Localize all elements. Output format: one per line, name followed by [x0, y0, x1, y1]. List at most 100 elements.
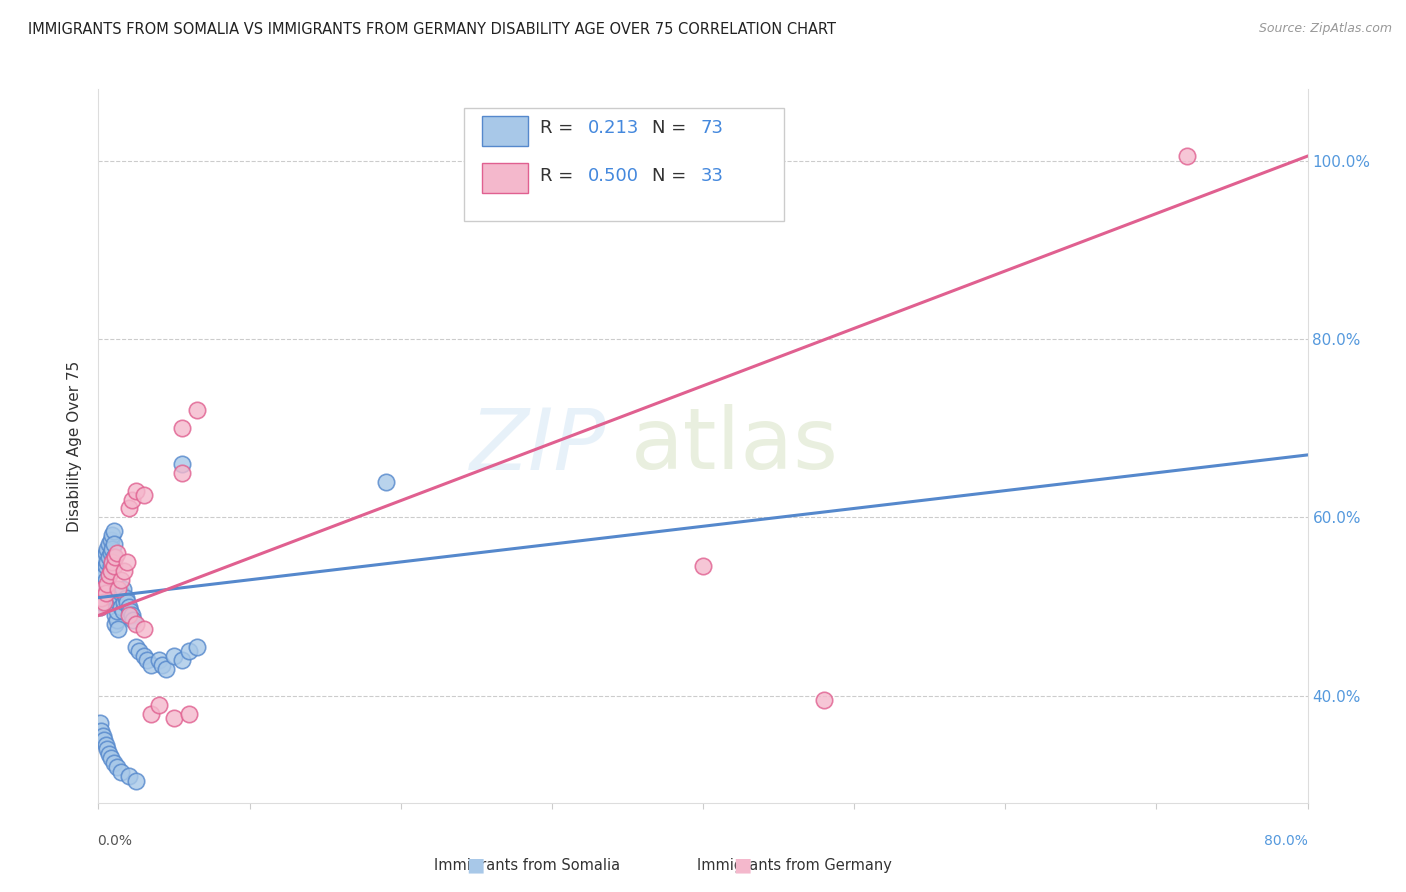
- Point: [91, 729, 114, 743]
- Point: [813, 693, 835, 707]
- Point: [89, 591, 111, 605]
- Text: ■: ■: [465, 855, 485, 875]
- Point: [98, 537, 121, 551]
- Point: [98, 747, 121, 761]
- Point: [94, 738, 117, 752]
- Point: [96, 541, 118, 556]
- Point: [692, 559, 714, 574]
- Point: [90, 724, 112, 739]
- Point: [101, 541, 124, 556]
- Point: [163, 711, 186, 725]
- Point: [105, 604, 128, 618]
- Point: [89, 599, 111, 614]
- Point: [118, 599, 141, 614]
- Point: [90, 573, 112, 587]
- Text: ■: ■: [733, 855, 752, 875]
- Point: [115, 595, 138, 609]
- Point: [104, 550, 127, 565]
- Point: [179, 706, 201, 721]
- Point: [96, 555, 118, 569]
- Text: 73: 73: [700, 120, 724, 137]
- Point: [374, 475, 396, 489]
- Point: [94, 546, 117, 560]
- Y-axis label: Disability Age Over 75: Disability Age Over 75: [67, 360, 83, 532]
- Point: [110, 573, 132, 587]
- Point: [91, 591, 114, 605]
- Point: [170, 421, 193, 435]
- Point: [100, 751, 122, 765]
- Point: [100, 533, 122, 547]
- Point: [125, 617, 148, 632]
- Point: [112, 595, 135, 609]
- Point: [132, 488, 155, 502]
- Point: [104, 608, 127, 623]
- Point: [90, 591, 112, 605]
- Text: 0.500: 0.500: [588, 167, 640, 185]
- Point: [115, 555, 138, 569]
- Point: [89, 582, 111, 596]
- Point: [170, 653, 193, 667]
- Point: [101, 555, 124, 569]
- Point: [155, 662, 177, 676]
- Point: [94, 559, 117, 574]
- Point: [90, 586, 112, 600]
- FancyBboxPatch shape: [482, 162, 527, 193]
- Point: [103, 524, 125, 538]
- Point: [105, 613, 128, 627]
- Point: [98, 568, 121, 582]
- Point: [93, 550, 115, 565]
- Point: [179, 644, 201, 658]
- Text: Source: ZipAtlas.com: Source: ZipAtlas.com: [1258, 22, 1392, 36]
- Point: [125, 773, 148, 788]
- Text: atlas: atlas: [630, 404, 838, 488]
- Point: [103, 559, 125, 574]
- Point: [100, 546, 122, 560]
- Point: [103, 756, 125, 770]
- Text: IMMIGRANTS FROM SOMALIA VS IMMIGRANTS FROM GERMANY DISABILITY AGE OVER 75 CORREL: IMMIGRANTS FROM SOMALIA VS IMMIGRANTS FR…: [28, 22, 837, 37]
- Point: [104, 617, 127, 632]
- Point: [94, 586, 117, 600]
- Point: [93, 733, 115, 747]
- Text: 0.213: 0.213: [588, 120, 640, 137]
- Point: [110, 599, 132, 614]
- Point: [107, 595, 129, 609]
- Point: [100, 564, 122, 578]
- Point: [125, 483, 148, 498]
- Point: [132, 648, 155, 663]
- Point: [112, 564, 135, 578]
- FancyBboxPatch shape: [464, 109, 785, 221]
- Text: Immigrants from Somalia: Immigrants from Somalia: [434, 858, 620, 872]
- Point: [148, 698, 170, 712]
- Text: Immigrants from Germany: Immigrants from Germany: [697, 858, 891, 872]
- Point: [1175, 149, 1198, 163]
- Point: [89, 715, 111, 730]
- Text: R =: R =: [540, 167, 579, 185]
- Text: R =: R =: [540, 120, 579, 137]
- Point: [107, 582, 129, 596]
- Point: [122, 613, 145, 627]
- Point: [186, 640, 208, 654]
- Text: N =: N =: [652, 167, 692, 185]
- Point: [110, 586, 132, 600]
- Point: [111, 582, 134, 596]
- Point: [170, 466, 193, 480]
- Point: [91, 564, 114, 578]
- Point: [98, 550, 121, 565]
- Point: [108, 591, 131, 605]
- Point: [120, 604, 142, 618]
- Point: [121, 492, 143, 507]
- Point: [163, 648, 186, 663]
- Point: [105, 546, 128, 560]
- Point: [121, 608, 143, 623]
- Point: [170, 457, 193, 471]
- Point: [141, 706, 163, 721]
- Point: [105, 760, 128, 774]
- Point: [91, 582, 114, 596]
- Text: 33: 33: [700, 167, 724, 185]
- Point: [96, 577, 118, 591]
- Point: [128, 644, 150, 658]
- Text: 0.0%: 0.0%: [97, 834, 132, 848]
- Point: [118, 769, 141, 783]
- Point: [125, 640, 148, 654]
- FancyBboxPatch shape: [482, 116, 527, 146]
